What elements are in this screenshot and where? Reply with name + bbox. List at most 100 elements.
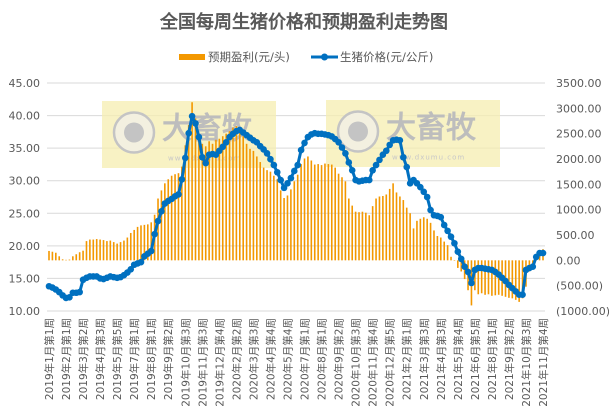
- profit-bar: [133, 229, 135, 261]
- profit-bar: [422, 217, 425, 261]
- price-point: [372, 161, 380, 169]
- profit-bar: [375, 198, 377, 261]
- price-point: [440, 221, 448, 229]
- profit-bar: [433, 230, 435, 261]
- price-point: [294, 161, 302, 169]
- price-point: [365, 176, 373, 184]
- profit-bar: [293, 181, 296, 261]
- profit-bar: [324, 163, 326, 261]
- price-point: [403, 163, 411, 171]
- profit-bar: [436, 236, 439, 261]
- profit-bar: [177, 173, 180, 261]
- profit-bar: [262, 167, 265, 261]
- left-tick-label: 45.00: [9, 77, 41, 90]
- price-point: [76, 288, 83, 296]
- profit-bar: [439, 237, 442, 261]
- profit-bar: [460, 260, 463, 272]
- profit-bar: [382, 195, 384, 261]
- profit-bar: [310, 160, 313, 261]
- profit-bar: [204, 146, 207, 261]
- profit-bar: [55, 252, 57, 261]
- left-tick-label: 10.00: [9, 305, 41, 318]
- chart-title: 全国每周生猪价格和预期盈利走势图: [159, 11, 448, 33]
- x-tick-label: 2019年3月第2周: [77, 318, 90, 400]
- price-point: [147, 247, 155, 255]
- left-tick-label: 15.00: [9, 272, 41, 285]
- profit-bar: [443, 241, 445, 261]
- profit-bar: [378, 196, 381, 261]
- price-point: [178, 176, 186, 183]
- x-tick-label: 2019年1月第1周: [43, 318, 56, 400]
- profit-bar: [491, 260, 493, 296]
- x-tick-label: 2019年5月第5周: [111, 318, 124, 400]
- profit-bar: [136, 226, 139, 261]
- right-tick-label: 0.00: [556, 254, 581, 267]
- legend-swatch-profit: [179, 54, 205, 60]
- x-tick-label: 2021年9月第2周: [503, 318, 516, 400]
- price-point: [519, 291, 526, 299]
- x-tick-label: 2019年10月第3周: [179, 318, 192, 407]
- price-point: [348, 166, 356, 174]
- profit-bar: [266, 170, 268, 261]
- right-tick-label: 1500.00: [556, 178, 602, 191]
- price-point: [127, 266, 135, 273]
- price-point: [284, 180, 291, 187]
- x-tick-label: 2021年3月第3周: [418, 318, 431, 400]
- left-axis: 45.00 40.00 35.00 30.00 25.00 20.00 15.00 10.00: [9, 77, 41, 318]
- profit-bar: [102, 240, 105, 261]
- profit-bar: [508, 260, 510, 298]
- profit-bar: [85, 241, 88, 261]
- profit-bar: [388, 188, 391, 261]
- price-point: [280, 184, 288, 192]
- profit-bar: [344, 181, 347, 261]
- profit-bar: [109, 240, 112, 261]
- profit-bar: [409, 213, 411, 261]
- profit-bar: [494, 260, 497, 296]
- profit-bar: [106, 241, 108, 261]
- right-tick-label: (1000.00): [556, 305, 609, 318]
- x-tick-label: 2019年4月第3周: [94, 318, 107, 400]
- legend-marker-price: [321, 53, 328, 61]
- right-tick-label: 3500.00: [556, 77, 602, 90]
- profit-bar: [238, 128, 241, 261]
- profit-bar: [521, 260, 524, 299]
- profit-bar: [511, 260, 514, 299]
- x-tick-label: 2020年8月第1周: [316, 318, 329, 400]
- profit-bar: [252, 150, 255, 261]
- profit-bar: [198, 133, 200, 261]
- profit-bar: [82, 250, 84, 261]
- profit-bar: [518, 260, 520, 302]
- profit-bar: [303, 158, 306, 261]
- left-tick-label: 40.00: [9, 110, 41, 123]
- x-tick-label: 2020年5月第4周: [281, 318, 294, 400]
- profit-bar: [92, 239, 95, 261]
- legend-label-profit: 预期盈利(元/头): [208, 50, 290, 64]
- price-point: [222, 138, 230, 146]
- profit-bar: [75, 254, 78, 261]
- x-tick-label: 2020年11月第4周: [367, 318, 380, 407]
- profit-bar: [68, 259, 71, 261]
- profit-bar: [453, 260, 456, 261]
- profit-bar: [276, 179, 279, 261]
- profit-bar: [477, 260, 480, 295]
- profit-bar: [358, 212, 360, 261]
- profit-bar: [123, 240, 125, 261]
- profit-bar: [157, 198, 159, 261]
- profit-bar: [256, 156, 258, 261]
- profit-bar: [184, 145, 187, 261]
- profit-bar: [307, 156, 309, 261]
- watermark-logo-eye-icon: [124, 122, 144, 143]
- profit-bar: [259, 162, 262, 261]
- profit-bar: [446, 245, 449, 261]
- profit-bar: [313, 164, 316, 261]
- watermark-url: www.dxumu.com: [392, 154, 465, 162]
- profit-bar: [225, 133, 227, 261]
- price-point: [66, 294, 73, 301]
- right-tick-label: 1000.00: [556, 204, 602, 217]
- price-point: [423, 193, 431, 201]
- x-tick-label: 2021年10月第3周: [520, 318, 533, 407]
- x-tick-label: 2020年2月第2周: [230, 318, 243, 400]
- x-tick-label: 2021年2月第1周: [401, 318, 414, 400]
- price-point: [202, 159, 210, 167]
